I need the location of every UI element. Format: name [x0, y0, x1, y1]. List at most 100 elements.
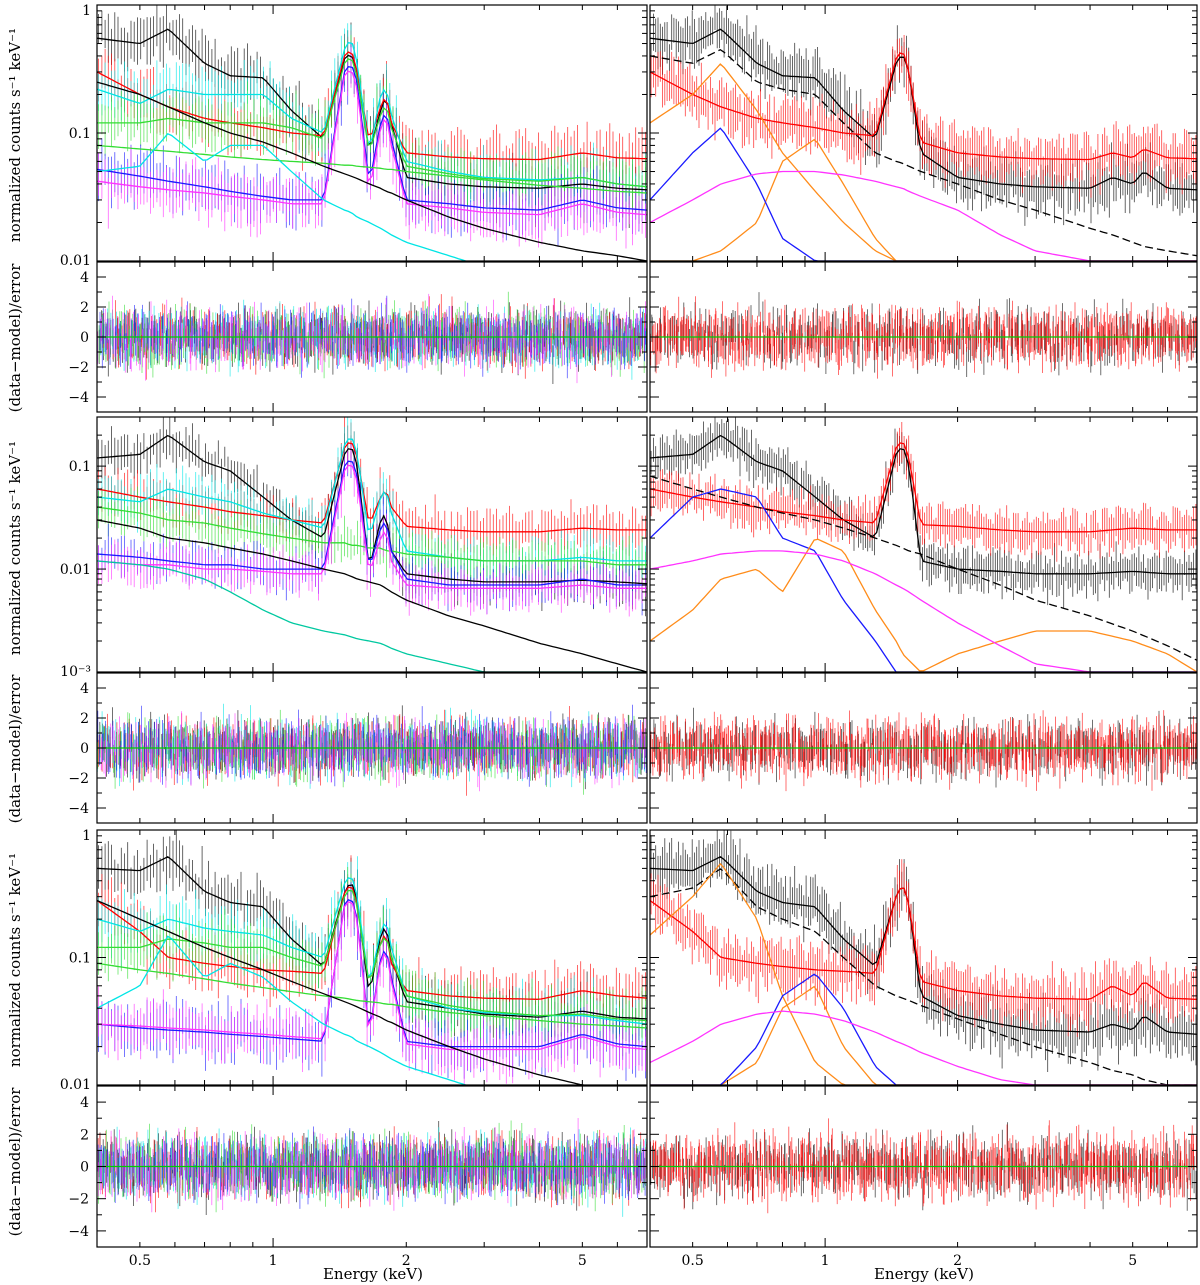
spectrum-model-cyan-2	[97, 41, 647, 188]
y-tick-label: −2	[68, 1192, 89, 1208]
residual-plot-area	[650, 1118, 1197, 1216]
residual-panel-r1-left: −4 −2 0 2 4	[68, 261, 648, 413]
spectrum-data-black-0	[650, 830, 1197, 1072]
plot-panels: 0.01 0.1 1 10⁻³ 0.01 0.1 0.01 0.1 1 −4 −2 0 2 4 −4 −2 0 2…	[60, 3, 1198, 1269]
y-tick-label: 0	[80, 330, 89, 346]
y-tick-label: 0.01	[60, 253, 91, 269]
y-tick-label: 2	[80, 711, 89, 727]
spectrum-model-orange-4	[650, 538, 1197, 672]
y-tick-label: −2	[68, 360, 89, 376]
y-tick-label: 0.1	[69, 951, 91, 967]
y-tick-label: 4	[80, 270, 89, 286]
spectrum-model-green-6	[97, 144, 647, 194]
spectrum-model-magenta-6	[650, 1010, 1197, 1085]
spectrum-model-cyan-2	[97, 438, 647, 562]
residual-data-magenta-5	[98, 1118, 646, 1213]
spectrum-frame	[649, 4, 1198, 262]
spectrum-model-red-1	[650, 52, 1197, 161]
x-tick-label: 2	[402, 1253, 411, 1269]
spectrum-model-black-7	[97, 519, 647, 672]
x-tick-label: 5	[1128, 1253, 1137, 1269]
spectrum-panel-r2-right	[649, 416, 1198, 673]
residual-panel-r2-left: −4 −2 0 2 4	[68, 672, 648, 824]
residual-plot-area	[97, 291, 647, 384]
ylabel-spectrum-row3: normalized counts s⁻¹ keV⁻¹	[6, 853, 24, 1067]
spectrum-model-green-3	[97, 506, 647, 566]
y-tick-label: 4	[80, 1095, 89, 1111]
y-tick-label: 0.1	[69, 126, 91, 142]
residual-plot-area	[650, 292, 1197, 379]
spectrum-model-green-6	[97, 962, 647, 1029]
spectrum-model-black-0	[650, 434, 1197, 575]
y-tick-label: −2	[68, 771, 89, 787]
y-tick-label: 0	[80, 1160, 89, 1176]
spectrum-plot-area	[650, 417, 1197, 672]
residual-panel-r2-right	[649, 672, 1198, 824]
spectrum-plot-area	[97, 5, 647, 261]
spectrum-data-cyan-2	[98, 856, 646, 1058]
spectrum-model-red-1	[650, 887, 1197, 1000]
y-tick-label: 0.1	[69, 459, 91, 475]
residual-data-magenta-5	[97, 711, 646, 792]
spectrum-model-red-1	[97, 442, 647, 533]
spectrum-model-blue-4	[97, 65, 647, 211]
residual-panel-r1-right	[649, 261, 1198, 413]
x-tick-label: 1	[269, 1253, 278, 1269]
spectrum-data-green-3	[98, 35, 646, 217]
spectrum-model-black-2	[650, 48, 1197, 257]
spectrum-data-green-3	[98, 867, 646, 1057]
x-tick-label: 1	[821, 1253, 830, 1269]
ylabel-spectrum-row1: normalized counts s⁻¹ keV⁻¹	[6, 28, 24, 242]
spectrum-model-blue-5	[650, 973, 1197, 1085]
spectrum-model-magenta-6	[650, 170, 1197, 261]
spectrum-model-black-0	[650, 856, 1197, 1035]
spectrum-model-black-0	[650, 28, 1197, 191]
spectrum-model-magenta-5	[97, 464, 647, 589]
spectrum-model-black-8	[97, 81, 647, 261]
y-tick-label: 2	[80, 1127, 89, 1143]
y-tick-label: 2	[80, 300, 89, 316]
spectrum-panel-r2-left: 10⁻³ 0.01 0.1	[60, 416, 648, 680]
x-tick-label: 2	[953, 1253, 962, 1269]
residual-data-red-2	[650, 296, 1197, 379]
spectrum-frame	[649, 829, 1198, 1086]
spectrum-model-magenta-5	[97, 900, 647, 1051]
x-tick-label: 0.5	[682, 1253, 704, 1269]
ylabel-spectrum-row2: normalized counts s⁻¹ keV⁻¹	[6, 441, 24, 655]
x-tick-label: 5	[578, 1253, 587, 1269]
residual-plot-area	[97, 703, 647, 796]
spectrum-data-magenta-5	[98, 894, 646, 1084]
spectrum-model-green-3	[97, 58, 647, 188]
residual-panel-r3-right: 0.5 1 2 5	[649, 1085, 1198, 1269]
spectrum-model-red-1	[650, 442, 1197, 533]
residual-data-magenta-5	[97, 293, 646, 384]
y-tick-label: 0.01	[60, 1077, 91, 1093]
ylabel-residual-row3: (data−model)/error	[6, 1087, 24, 1237]
spectrum-model-orange-3	[650, 63, 1197, 261]
spectrum-panel-r3-right	[649, 829, 1198, 1086]
spectrum-data-red-1	[98, 855, 646, 1034]
y-tick-label: 0.01	[60, 562, 91, 578]
spectrum-model-cyan-7	[97, 133, 468, 261]
spectrum-panel-r3-left: 0.01 0.1 1	[60, 828, 648, 1093]
y-tick-label: −4	[68, 801, 89, 817]
spectrum-plot-area	[650, 830, 1197, 1085]
spectrum-model-orange-4	[650, 138, 1197, 261]
spectrum-panel-r1-left: 0.01 0.1 1	[60, 3, 648, 269]
spectrum-frame	[96, 416, 648, 673]
residual-plot-area	[650, 707, 1197, 792]
y-tick-label: −4	[68, 1224, 89, 1240]
spectrum-model-orange-3	[650, 862, 1197, 1085]
spectrum-model-black-8	[97, 899, 591, 1085]
y-tick-label: 4	[80, 681, 89, 697]
spectrum-data-magenta-5	[98, 47, 646, 249]
ylabel-residual-row1: (data−model)/error	[6, 263, 24, 413]
spectrum-data-magenta-5	[98, 445, 646, 617]
spectrum-model-magenta-5	[650, 550, 1197, 672]
spectrum-data-red-1	[98, 417, 646, 558]
residual-panel-r3-left: −4 −2 0 2 4 0.5 1 2 5	[68, 1085, 648, 1269]
spectrum-model-blue-4	[97, 460, 647, 586]
spectrum-model-black-2	[650, 868, 1197, 1085]
spectrum-model-red-1	[97, 51, 647, 161]
